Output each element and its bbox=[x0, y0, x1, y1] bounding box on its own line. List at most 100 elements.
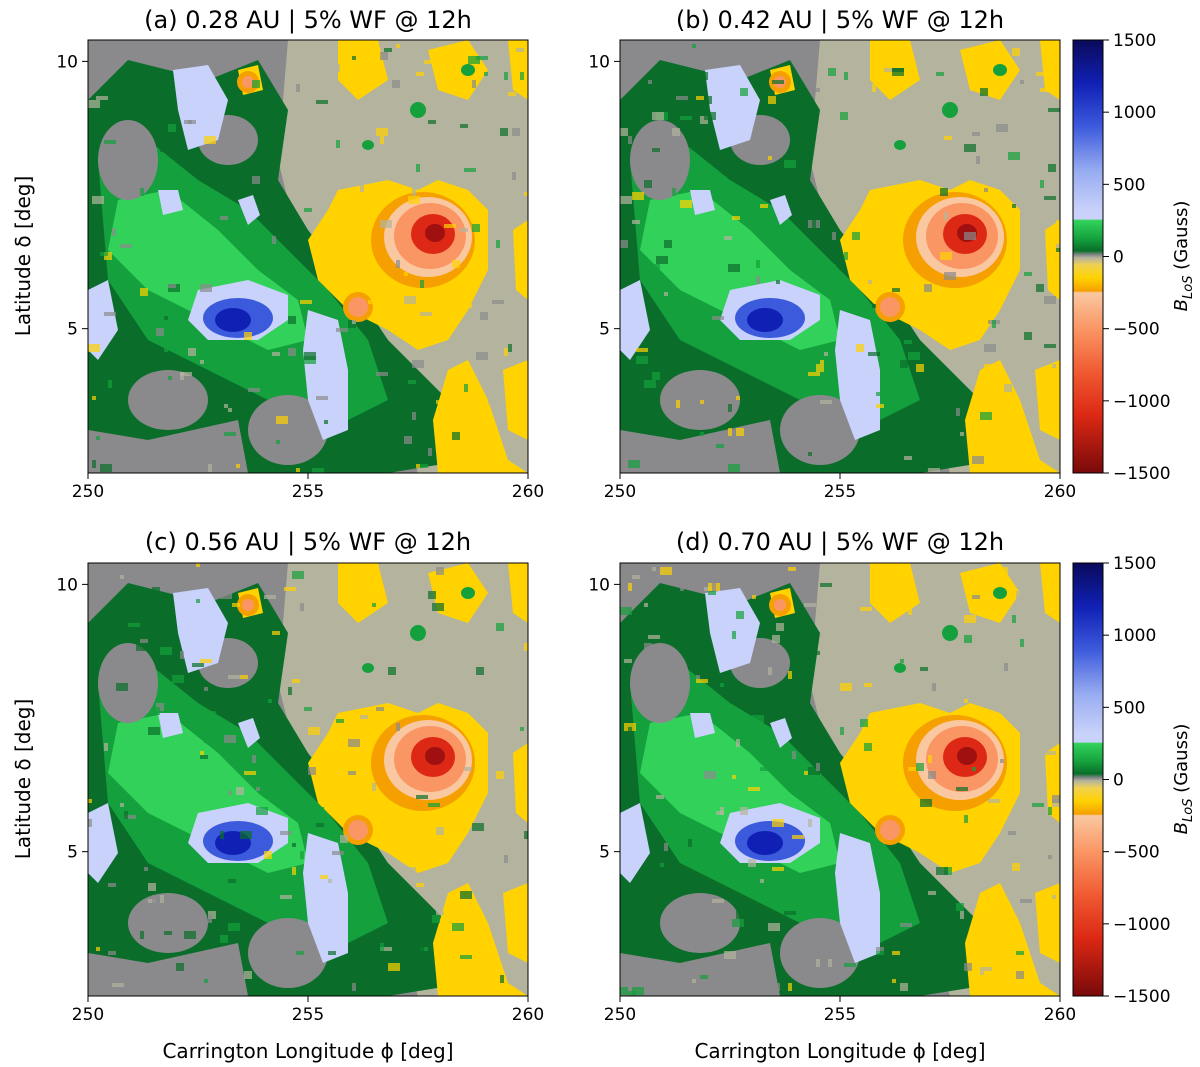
speckle bbox=[336, 719, 344, 723]
speckle bbox=[96, 96, 108, 100]
speckle bbox=[300, 603, 304, 611]
negative-region bbox=[513, 220, 528, 300]
negative-region bbox=[513, 743, 528, 823]
panel-title: (d) 0.70 AU | 5% WF @ 12h bbox=[676, 528, 1004, 556]
axis-ticks: 250 255 260 5 10 bbox=[588, 575, 1076, 1025]
speckle bbox=[328, 951, 336, 955]
speckle bbox=[792, 835, 804, 839]
speckle bbox=[696, 675, 700, 679]
colorbar-tick-label: 500 bbox=[1113, 698, 1145, 718]
speckle bbox=[656, 256, 668, 264]
speckle bbox=[244, 771, 256, 775]
speckle bbox=[748, 787, 760, 791]
speckle bbox=[380, 52, 388, 60]
speckle bbox=[264, 595, 276, 599]
speckle bbox=[876, 951, 884, 955]
speckle bbox=[688, 839, 692, 847]
speckle bbox=[720, 683, 724, 687]
speckle bbox=[428, 448, 432, 456]
speckle bbox=[792, 751, 796, 759]
speckle bbox=[228, 923, 240, 931]
speckle bbox=[644, 643, 652, 651]
speckle bbox=[268, 380, 280, 384]
speckle bbox=[388, 667, 396, 675]
speckle bbox=[888, 699, 896, 707]
speckle bbox=[196, 599, 200, 603]
speckle bbox=[740, 807, 748, 815]
negative-region bbox=[960, 563, 1020, 623]
gray-cell bbox=[128, 370, 208, 430]
speckle bbox=[108, 380, 112, 388]
colorbar-tick-label: −1500 bbox=[1113, 987, 1171, 1007]
y-axis-label: Latitude δ [deg] bbox=[11, 176, 35, 337]
positive-patch bbox=[835, 310, 880, 440]
speckle bbox=[156, 328, 164, 336]
speckle bbox=[200, 284, 212, 292]
speckle bbox=[660, 567, 672, 575]
negative-region bbox=[870, 563, 920, 623]
speckle bbox=[748, 859, 756, 867]
speckle bbox=[928, 755, 932, 763]
colorbar-label: BLoS (Gauss) bbox=[1171, 201, 1196, 312]
speckle bbox=[152, 895, 164, 903]
speckle bbox=[88, 44, 96, 48]
speckle bbox=[100, 252, 108, 256]
speckle bbox=[864, 691, 872, 695]
negative-region bbox=[1040, 563, 1060, 623]
speckle bbox=[300, 300, 312, 304]
green-dot bbox=[894, 663, 906, 673]
speckle bbox=[1016, 971, 1024, 979]
speckle bbox=[752, 875, 764, 879]
green-dot bbox=[942, 102, 958, 118]
gray-cell bbox=[780, 395, 860, 465]
speckle bbox=[820, 360, 824, 364]
speckle bbox=[520, 72, 524, 80]
pore bbox=[880, 297, 900, 317]
speckle bbox=[964, 963, 972, 971]
speckle bbox=[244, 332, 252, 340]
speckle bbox=[408, 380, 416, 384]
speckle bbox=[1012, 48, 1020, 56]
speckle bbox=[1040, 88, 1052, 92]
speckle bbox=[92, 635, 96, 643]
sunspot-umbra bbox=[957, 747, 977, 765]
x-tick-label: 255 bbox=[292, 482, 324, 502]
speckle bbox=[112, 983, 124, 987]
speckle bbox=[1048, 164, 1056, 172]
speckle bbox=[252, 755, 256, 763]
speckle bbox=[1008, 416, 1020, 420]
speckle bbox=[828, 959, 832, 967]
x-axis-label: Carrington Longitude ϕ [deg] bbox=[162, 1039, 453, 1063]
speckle bbox=[180, 372, 184, 380]
y-tick-label: 10 bbox=[588, 52, 610, 72]
speckle bbox=[632, 575, 640, 579]
speckle bbox=[436, 400, 440, 404]
speckle bbox=[320, 244, 332, 248]
speckle bbox=[692, 979, 696, 983]
speckle bbox=[1040, 180, 1044, 188]
speckle bbox=[168, 376, 172, 380]
speckle bbox=[140, 188, 144, 196]
speckle bbox=[480, 324, 484, 332]
speckle bbox=[980, 967, 992, 971]
speckle bbox=[228, 408, 232, 412]
speckle bbox=[88, 819, 92, 827]
speckle bbox=[368, 947, 376, 951]
speckle bbox=[196, 563, 200, 567]
speckle bbox=[280, 831, 292, 835]
speckle bbox=[436, 567, 444, 575]
speckle bbox=[316, 823, 324, 827]
speckle bbox=[120, 803, 124, 807]
speckle bbox=[240, 675, 248, 679]
speckle bbox=[996, 567, 1008, 575]
speckle bbox=[908, 607, 912, 615]
speckle bbox=[140, 691, 152, 699]
speckle bbox=[808, 767, 820, 775]
speckle bbox=[140, 288, 148, 296]
speckle bbox=[1012, 615, 1016, 623]
speckle bbox=[644, 180, 652, 188]
speckle bbox=[508, 344, 512, 352]
speckle bbox=[664, 843, 668, 851]
speckle bbox=[768, 923, 780, 931]
negative-region bbox=[433, 883, 528, 996]
